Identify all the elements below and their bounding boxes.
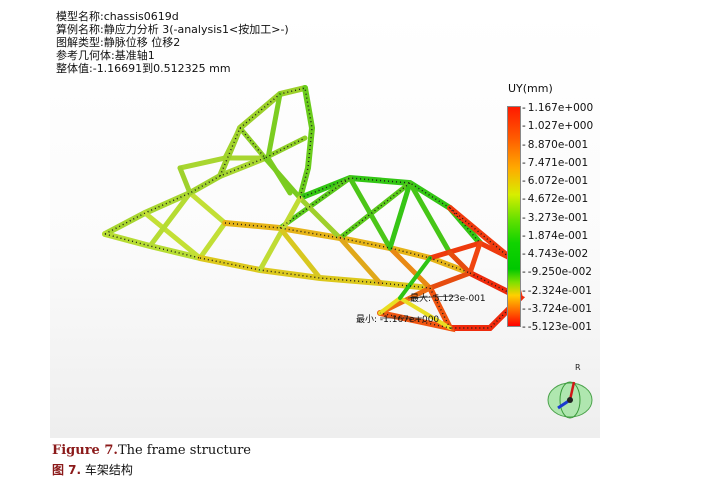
study-value: 静应力分析 3(-analysis1<按加工>-) — [103, 23, 289, 36]
legend-tick-label: 1.027e+000 — [522, 120, 593, 138]
legend-tick-label: 1.167e+000 — [522, 102, 593, 120]
min-annotation: 最小: -1.167e+000 — [356, 315, 440, 325]
figure-caption-en: Figure 7.The frame structure — [52, 443, 251, 458]
caption-label-zh: 图 7. — [52, 463, 82, 477]
max-annotation: 最大: 5.123e-001 — [410, 294, 486, 304]
triad-axis-label: R — [575, 363, 581, 372]
model-value: chassis0619d — [103, 10, 179, 23]
plot-label: 图解类型: — [56, 36, 104, 49]
legend-color-bar — [507, 106, 521, 327]
ref-label: 参考几何体: — [56, 49, 115, 62]
figure-caption-zh: 图 7. 车架结构 — [52, 461, 133, 478]
max-leader-line — [407, 295, 456, 299]
plot-value: 静脉位移 位移2 — [103, 36, 181, 49]
legend-tick-label: -3.724e-001 — [522, 303, 593, 321]
legend-tick-label: 3.273e-001 — [522, 212, 593, 230]
legend-tick-label: -2.324e-001 — [522, 285, 593, 303]
legend-tick-label: -9.250e-002 — [522, 266, 593, 284]
legend-ticks: 1.167e+0001.027e+0008.870e-0017.471e-001… — [522, 102, 593, 339]
legend-title: UY(mm) — [508, 82, 553, 95]
orientation-triad[interactable] — [547, 381, 593, 419]
legend-tick-label: 4.672e-001 — [522, 193, 593, 211]
caption-label-en: Figure 7. — [52, 443, 118, 458]
study-label: 算例名称: — [56, 23, 104, 36]
ref-value: 基准轴1 — [114, 49, 155, 62]
model-label: 模型名称: — [56, 10, 104, 23]
legend-tick-label: 4.743e-002 — [522, 248, 593, 266]
legend-tick-label: 8.870e-001 — [522, 139, 593, 157]
legend-tick-label: -5.123e-001 — [522, 321, 593, 339]
legend-tick-label: 6.072e-001 — [522, 175, 593, 193]
figure-panel: 模型名称:chassis0619d 算例名称:静应力分析 3(-analysis… — [50, 8, 600, 438]
chassis-frame-render — [102, 85, 593, 419]
legend-tick-label: 1.874e-001 — [522, 230, 593, 248]
caption-text-en: The frame structure — [117, 443, 252, 458]
range-value: -1.16691到0.512325 mm — [92, 62, 231, 75]
caption-text-zh: 车架结构 — [84, 463, 133, 477]
legend-tick-label: 7.471e-001 — [522, 157, 593, 175]
study-info-block: 模型名称:chassis0619d 算例名称:静应力分析 3(-analysis… — [56, 10, 289, 75]
range-label: 整体值: — [56, 62, 93, 75]
